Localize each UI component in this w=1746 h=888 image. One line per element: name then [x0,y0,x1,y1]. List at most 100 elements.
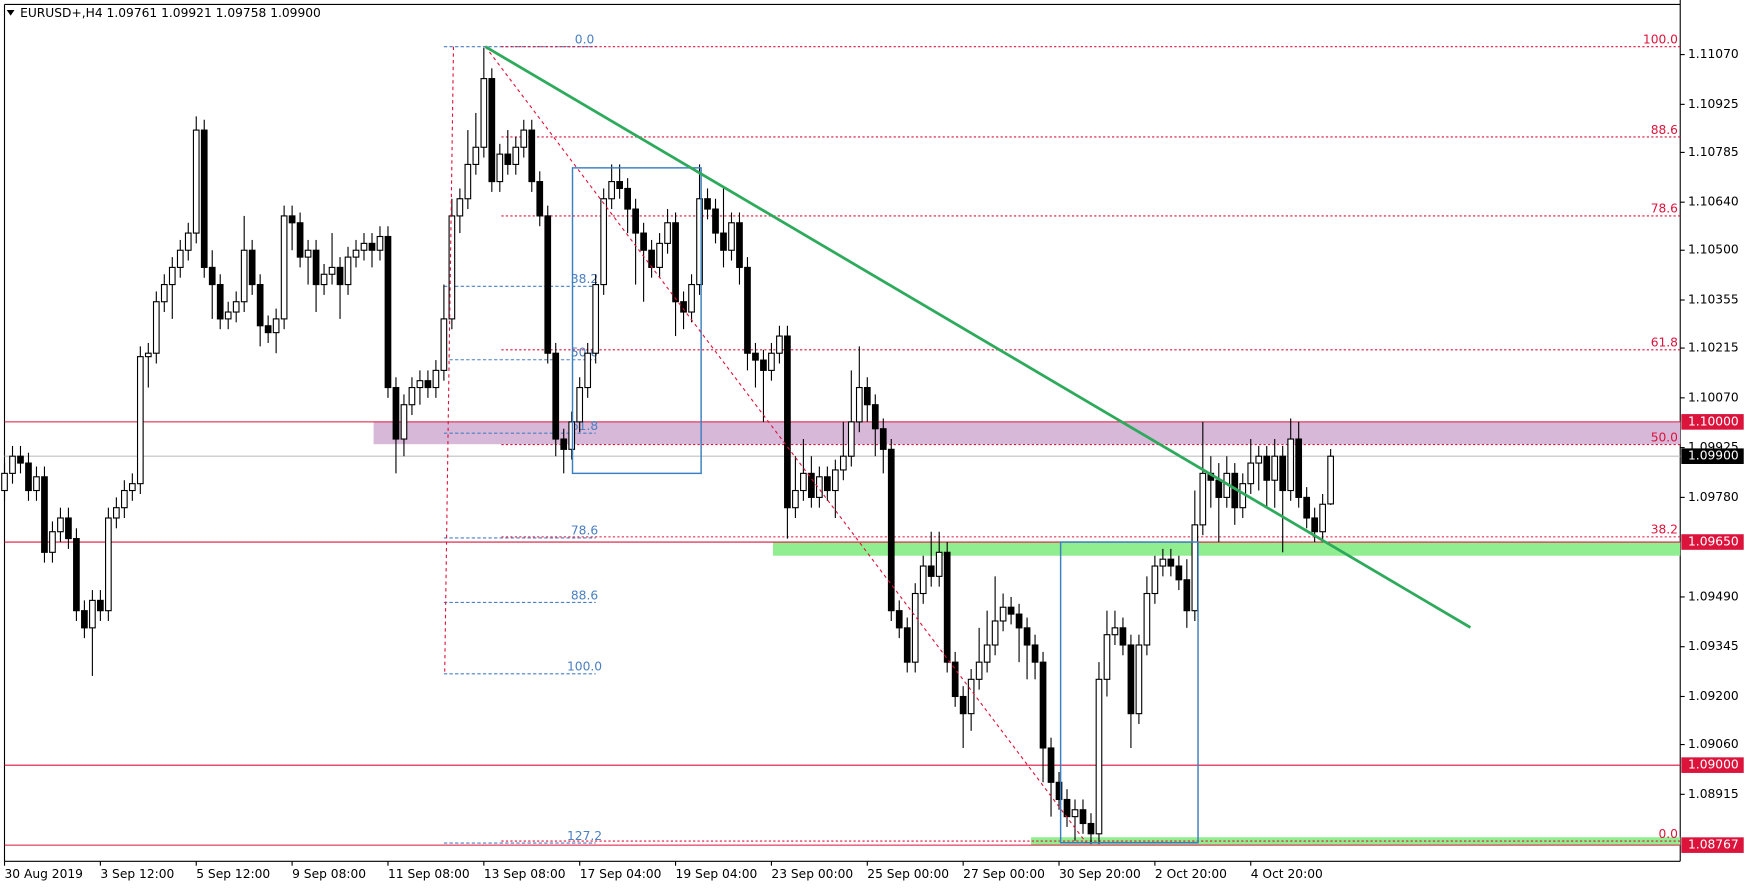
candle-body [248,249,256,286]
candle-body [81,610,88,629]
candle-body [967,678,975,715]
candle-body [1007,606,1015,615]
price-label-box [1681,757,1744,773]
price-label: 1.09000 [1688,758,1739,772]
candle-body [1055,781,1063,801]
candle-body [408,386,416,406]
price-label-box [1681,534,1744,550]
candle-body [192,129,200,234]
candle-body [336,266,344,286]
candle-body [128,483,136,492]
zone [1031,837,1681,846]
y-tick-label: 1.09200 [1688,689,1739,703]
candle-body [376,235,384,251]
y-tick-label: 1.10640 [1688,195,1739,209]
fib-label: 61.8 [571,419,598,433]
candle-body [816,476,823,498]
candle-body [480,78,488,148]
menu-arrow[interactable] [6,10,15,16]
x-tick-label: 23 Sep 00:00 [771,867,853,881]
candle-body [312,249,320,286]
candle-body [1167,558,1175,567]
candle-body [1047,747,1055,783]
candle-body [608,181,616,200]
y-tick-label: 1.10355 [1688,293,1739,307]
y-tick-label: 1.09780 [1688,490,1739,504]
candle-body [504,153,512,165]
candle-body [1071,809,1079,818]
candle-body [49,531,56,553]
candle-body [847,421,855,457]
candle-body [863,386,871,406]
x-tick-label: 17 Sep 04:00 [580,867,662,881]
candle-body [176,249,184,268]
candle-body [456,198,464,217]
candle-body [113,507,120,519]
box [1059,541,1199,844]
y-tick-label: 1.09345 [1688,639,1739,653]
candle-body [152,301,160,354]
chart-title: EURUSD+,H4 1.09761 1.09921 1.09758 1.099… [20,6,321,20]
candle-body [208,266,216,286]
candle-body [600,198,608,286]
candle-body [800,472,807,492]
candle-body [696,198,703,286]
candle-body [632,208,639,234]
candle-body [560,438,568,450]
candle-body [328,266,336,275]
candle-body [999,606,1007,622]
candle-body [903,627,911,663]
y-tick-label: 1.09490 [1688,589,1739,603]
price-label: 1.10000 [1688,414,1739,428]
candle-body [975,661,983,680]
candle-body [1319,503,1327,533]
candle-body [168,266,176,286]
candle-body [272,318,280,334]
candle-body [1295,438,1303,498]
candle-body [1,472,8,492]
candle-body [496,153,504,183]
candle-body [1191,524,1199,612]
candle-body [688,284,695,313]
candle-body [760,359,767,371]
candle-body [887,448,895,612]
candle-body [680,301,687,313]
fib-label: 127.2 [567,829,602,843]
candle-body [855,386,863,423]
price-label-box [1681,414,1744,430]
candle-body [184,232,192,251]
candle-body [120,489,128,509]
candle-body [352,249,360,258]
candle-body [1287,438,1295,492]
x-tick-label: 11 Sep 08:00 [388,867,470,881]
candle-body [1199,472,1207,526]
candle-body [1127,644,1135,715]
candle-body [256,284,264,327]
candle-body [744,266,751,354]
candle-body [1159,558,1167,567]
candle-body [544,215,552,354]
candle-body [1279,455,1287,492]
x-tick-label: 30 Sep 20:00 [1059,867,1141,881]
candle-body [368,242,376,251]
candle-body [720,232,727,251]
candle-body [216,284,224,320]
candle-body [17,455,24,464]
candle-body [65,517,72,540]
candle-body [1119,627,1127,646]
candle-body [536,181,544,217]
candle-body [823,476,831,492]
y-tick-label: 1.10925 [1688,97,1739,111]
candle-body [1271,455,1279,481]
candle-body [616,181,623,190]
candle-body [1095,678,1103,835]
candle-body [512,146,520,165]
candle-body [808,472,815,498]
candle-body [768,352,775,371]
candle-body [1079,809,1087,825]
candle-body [1023,627,1031,646]
candle-body [951,661,959,698]
y-tick-label: 1.10215 [1688,341,1739,355]
candle-body [232,301,240,313]
